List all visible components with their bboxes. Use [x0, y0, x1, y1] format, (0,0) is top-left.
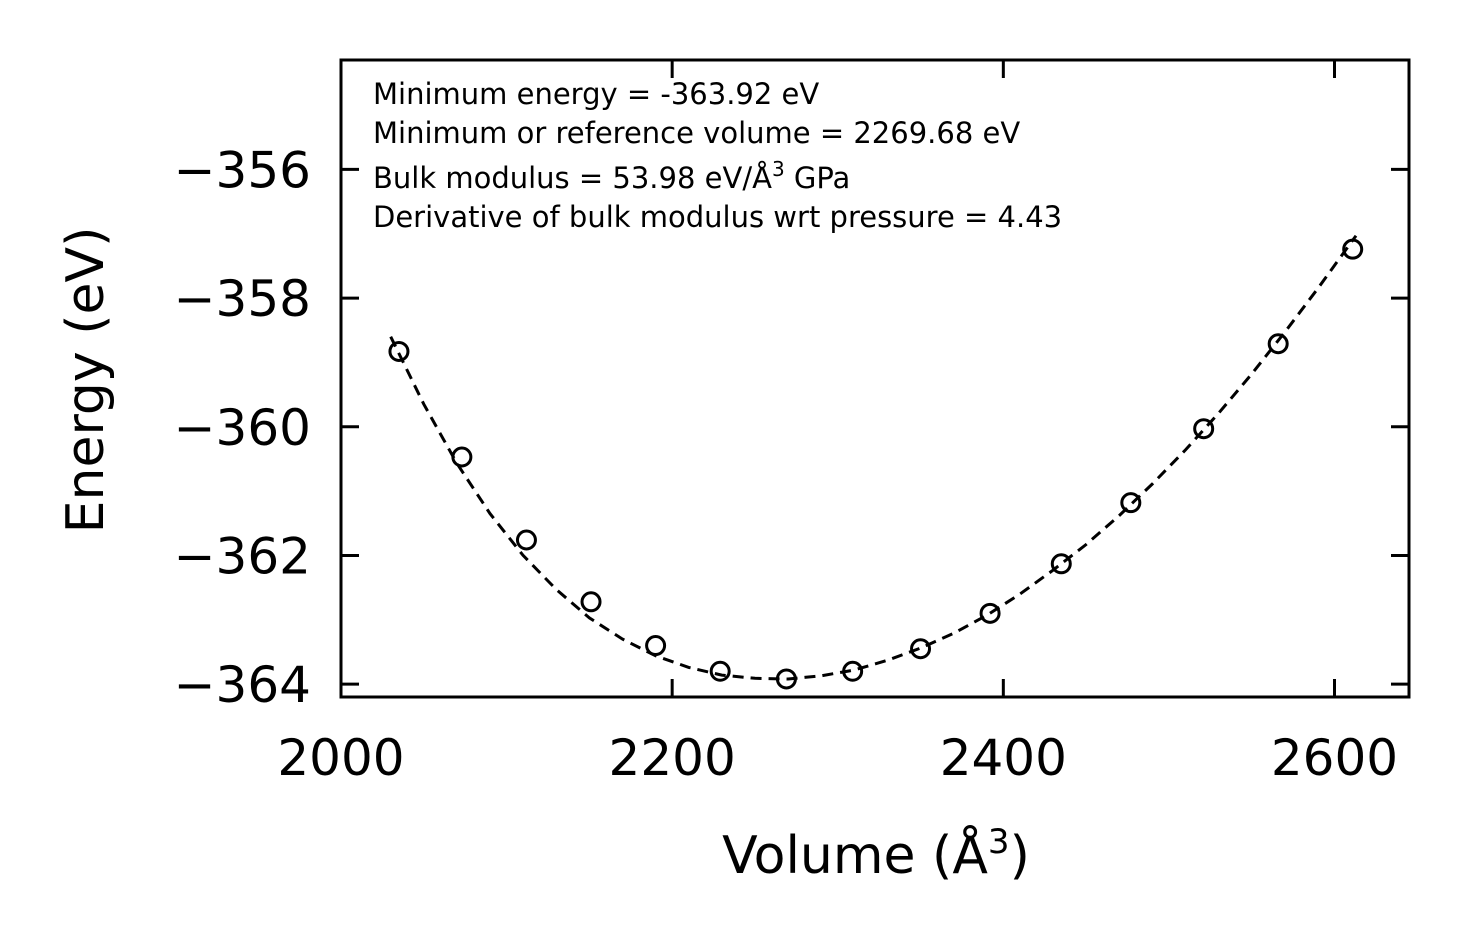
fit-curve — [389, 234, 1358, 681]
plot-frame — [339, 58, 1411, 699]
data-point — [979, 602, 1001, 624]
y-tick-label: −356 — [174, 141, 311, 199]
y-tick-label: −360 — [174, 399, 311, 457]
data-point — [1267, 333, 1289, 355]
data-point — [515, 529, 537, 551]
y-axis-title: Energy (eV) — [56, 227, 116, 534]
data-point — [1342, 238, 1364, 260]
annotation-bulk-modulus: Bulk modulus = 53.98 eV/Å3 GPa — [373, 157, 850, 195]
x-tick-label: 2600 — [1271, 729, 1398, 787]
x-tick-label: 2400 — [940, 729, 1067, 787]
annotation-min-volume: Minimum or reference volume = 2269.68 eV — [373, 116, 1020, 150]
data-point — [451, 446, 473, 468]
data-point — [910, 638, 932, 660]
data-point — [1050, 553, 1072, 575]
y-tick-label: −358 — [174, 270, 311, 328]
fit-layer — [389, 234, 1358, 681]
data-point — [645, 635, 667, 657]
data-point — [775, 668, 797, 690]
annotation-bulk-derivative: Derivative of bulk modulus wrt pressure … — [373, 200, 1062, 234]
y-tick-label: −364 — [174, 656, 311, 714]
data-point — [842, 660, 864, 682]
annotation-min-energy: Minimum energy = -363.92 eV — [373, 77, 819, 111]
x-axis-title: Volume (Å3) — [722, 822, 1030, 886]
data-point — [580, 591, 602, 613]
data-point — [1120, 492, 1142, 514]
data-point — [388, 340, 410, 362]
x-tick-label: 2200 — [609, 729, 736, 787]
data-point — [709, 660, 731, 682]
labels-layer: 2000 2200 2400 2600 −356 −358 −360 −362 −364 — [174, 141, 1398, 787]
axis-ticks — [339, 60, 1409, 697]
points-layer — [388, 238, 1364, 690]
x-tick-label: 2000 — [277, 729, 404, 787]
y-tick-label: −362 — [174, 527, 311, 585]
data-point — [1193, 418, 1215, 440]
